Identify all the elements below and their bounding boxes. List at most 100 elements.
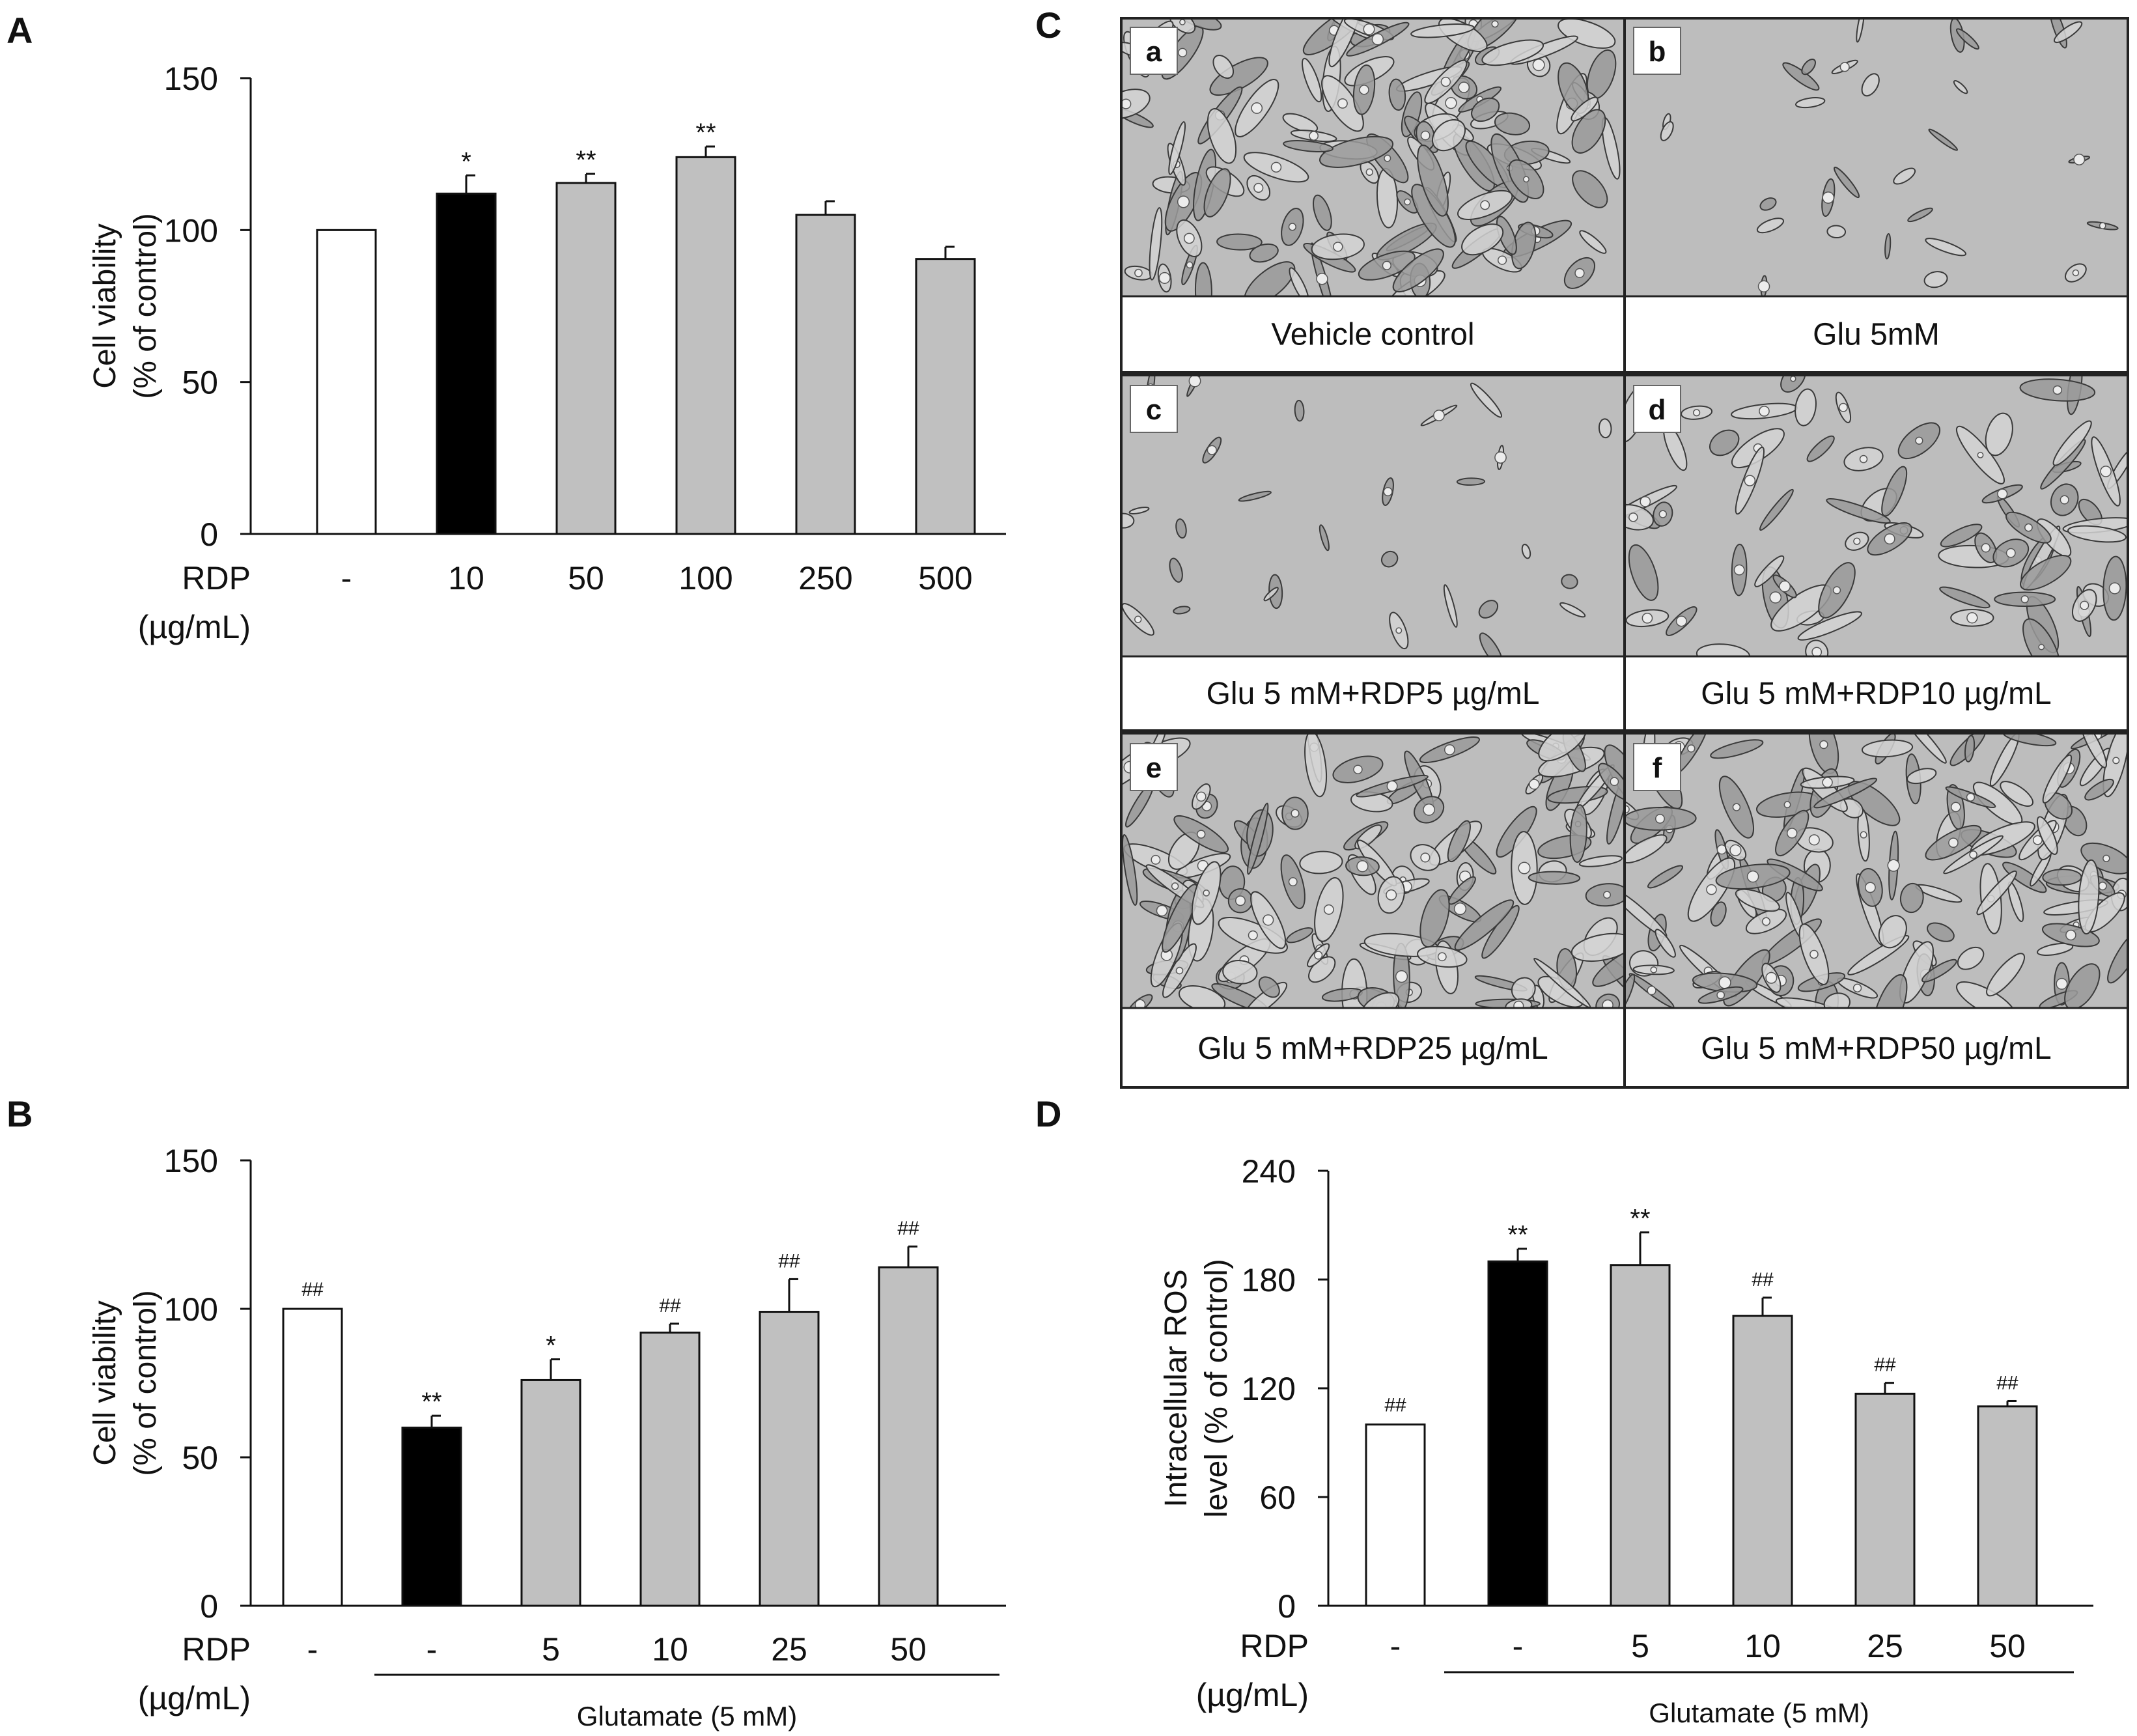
cell-shape-d xyxy=(2020,555,2072,591)
cell-shape-f xyxy=(2084,778,2114,801)
cell-shape-e xyxy=(1528,871,1581,885)
cell-shape-c xyxy=(1559,602,1586,618)
y-tick-label-a-1: 50 xyxy=(182,365,218,401)
category-label-b-3: 10 xyxy=(652,1631,688,1668)
cell-shape-a xyxy=(1207,108,1237,164)
cell-nucleus-f xyxy=(1852,983,1862,993)
micrograph-letter-box-f xyxy=(1633,743,1681,791)
cell-nucleus-f xyxy=(1647,985,1656,996)
cell-nucleus-b xyxy=(2099,222,2106,229)
cell-nucleus-a xyxy=(1382,260,1391,270)
cell-shape-a xyxy=(1179,18,1222,31)
cell-nucleus-b xyxy=(2073,154,2086,166)
cell-shape-d xyxy=(1709,429,1740,456)
cell-shape-e xyxy=(1222,960,1258,985)
category-label-d-4: 25 xyxy=(1867,1628,1903,1664)
cell-nucleus-a xyxy=(1384,154,1391,162)
cell-nucleus-d xyxy=(2020,595,2029,604)
cell-shape-d xyxy=(1826,497,1891,524)
bar-a-2 xyxy=(555,182,617,535)
category-label-a-0: - xyxy=(341,560,352,596)
cell-shape-f xyxy=(2000,781,2033,807)
micrograph-letter-a: a xyxy=(1146,36,1162,68)
cell-shape-f xyxy=(1710,739,1764,759)
cell-shape-f xyxy=(1921,959,1957,983)
cell-nucleus-f xyxy=(1687,744,1696,753)
cell-shape-e xyxy=(1454,899,1515,951)
cell-nucleus-d xyxy=(2100,466,2112,477)
cell-nucleus-a xyxy=(1186,261,1194,269)
cell-nucleus-f xyxy=(1822,777,1833,788)
micrograph-image-e xyxy=(1121,735,1625,1008)
cell-nucleus-a xyxy=(1177,48,1188,57)
cell-shape-a xyxy=(1571,109,1606,154)
cell-shape-c xyxy=(1173,606,1191,615)
cell-nucleus-e xyxy=(1386,889,1397,901)
cell-nucleus-a xyxy=(1177,195,1190,208)
cell-nucleus-e xyxy=(1386,780,1398,792)
y-label-line2-a: (% of control) xyxy=(128,213,163,399)
cell-nucleus-d xyxy=(1779,580,1791,593)
cell-nucleus-f xyxy=(1950,802,1961,813)
y-label-line1-d: Intracellular ROS xyxy=(1159,1269,1194,1507)
cell-shape-a xyxy=(1283,139,1334,152)
cell-shape-f xyxy=(1957,946,1985,970)
cell-nucleus-c xyxy=(1395,627,1403,634)
cell-shape-a xyxy=(1392,248,1444,293)
significance-b-3: ## xyxy=(659,1295,681,1317)
cell-nucleus-f xyxy=(1706,884,1717,895)
cell-shape-b xyxy=(1759,197,1777,211)
cell-nucleus-a xyxy=(1574,268,1585,279)
cell-nucleus-e xyxy=(1518,861,1531,875)
cell-nucleus-a xyxy=(1445,96,1457,109)
cell-nucleus-e xyxy=(1610,777,1619,787)
y-tick-label-a-3: 150 xyxy=(164,61,218,97)
category-label-a-4: 250 xyxy=(798,560,852,596)
cell-shape-f xyxy=(1710,901,1727,927)
cell-nucleus-b xyxy=(2072,269,2080,277)
cell-nucleus-f xyxy=(1808,834,1820,846)
cell-nucleus-f xyxy=(2102,854,2110,862)
y-tick-label-d-0: 0 xyxy=(1278,1588,1296,1625)
cell-nucleus-a xyxy=(1251,102,1263,114)
cell-nucleus-f xyxy=(1732,803,1741,811)
cell-shape-a xyxy=(1168,121,1186,175)
y-label-line2-b: (% of control) xyxy=(128,1290,163,1476)
category-label-a-2: 50 xyxy=(568,560,604,596)
cell-shape-e xyxy=(1538,735,1587,762)
cell-nucleus-a xyxy=(1134,268,1143,277)
micrograph-letter-f: f xyxy=(1653,752,1662,784)
cell-nucleus-a xyxy=(1183,232,1195,244)
cell-nucleus-a xyxy=(1480,200,1490,210)
cell-shape-b xyxy=(1953,79,1968,94)
cell-shape-f xyxy=(2107,929,2128,984)
cell-shape-f xyxy=(2080,735,2108,768)
cell-shape-a xyxy=(1319,135,1394,168)
cell-shape-a xyxy=(1388,78,1406,111)
cell-shape-f xyxy=(1647,865,1684,889)
significance-a-2: ** xyxy=(576,146,596,175)
cell-shape-a xyxy=(1289,267,1309,296)
significance-b-5: ## xyxy=(897,1218,919,1239)
cell-nucleus-d xyxy=(2052,385,2063,395)
significance-d-5: ## xyxy=(1996,1372,2018,1393)
micrograph-background-c xyxy=(1121,376,1625,656)
cell-nucleus-e xyxy=(1313,951,1323,960)
cell-shape-b xyxy=(1856,18,1865,43)
cell-nucleus-b xyxy=(1757,280,1770,293)
cell-shape-e xyxy=(1286,927,1313,944)
cell-nucleus-e xyxy=(1196,791,1207,802)
cell-nucleus-a xyxy=(1309,131,1319,141)
cell-shape-a xyxy=(1244,261,1296,296)
micrograph-letter-box-e xyxy=(1130,743,1178,791)
cell-shape-a xyxy=(1149,207,1163,281)
cell-shape-b xyxy=(1660,121,1674,141)
significance-b-0: ## xyxy=(301,1279,324,1300)
micrograph-image-b xyxy=(1625,18,2128,296)
cell-nucleus-f xyxy=(1716,990,1725,1000)
cell-shape-e xyxy=(1448,876,1476,905)
cell-nucleus-f xyxy=(1948,837,1959,848)
cell-shape-b xyxy=(1923,271,1948,288)
cell-nucleus-e xyxy=(1353,764,1363,774)
